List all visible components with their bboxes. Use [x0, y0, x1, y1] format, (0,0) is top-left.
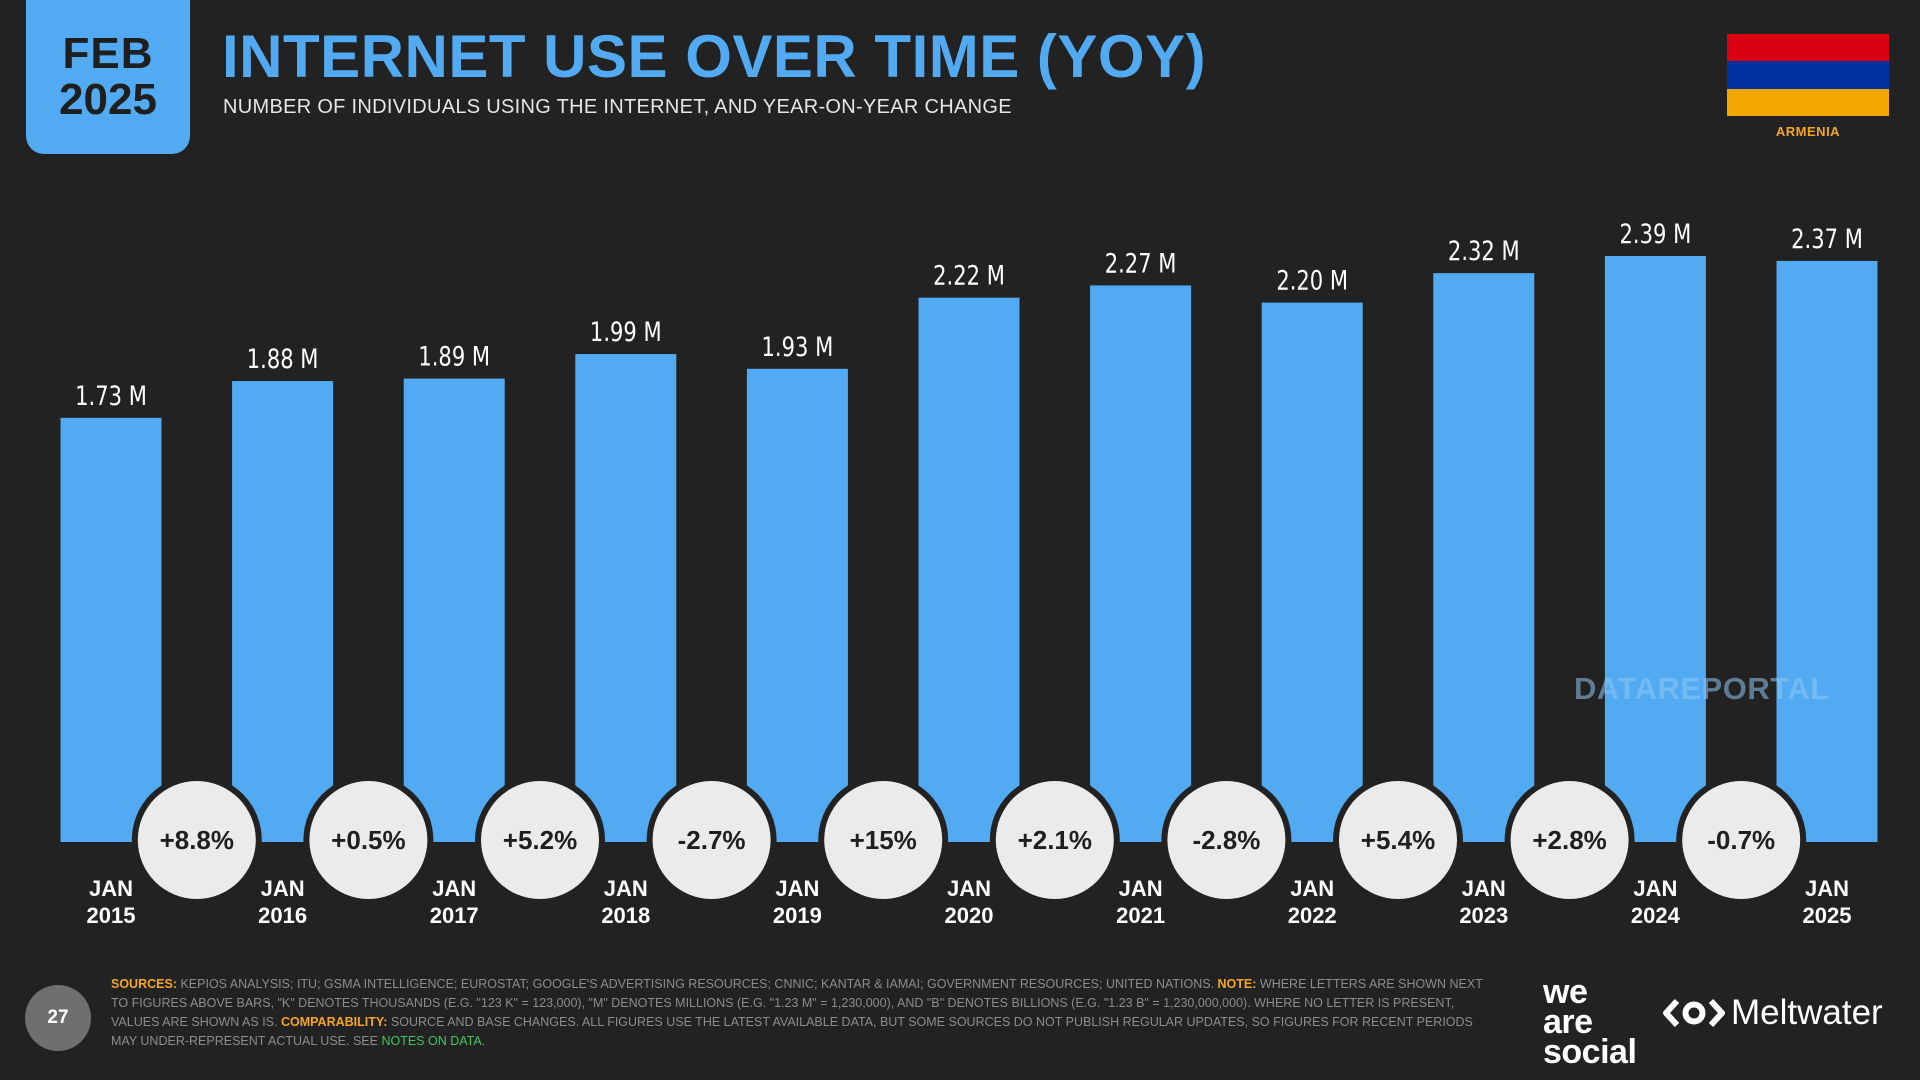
bar-2024 — [1604, 256, 1706, 842]
bar-2022 — [1261, 302, 1363, 842]
yoy-change-label: +0.5% — [331, 825, 405, 855]
x-label-month-2019: JAN — [775, 876, 819, 901]
yoy-change-label: -2.7% — [678, 825, 746, 855]
value-label-2021: 2.27 M — [1105, 248, 1177, 279]
value-label-2020: 2.22 M — [933, 260, 1005, 291]
note-text: WHERE LETTERS ARE SHOWN NEXT TO FIGURES … — [111, 977, 1483, 1029]
yoy-bubble — [1339, 781, 1457, 899]
x-label-month-2016: JAN — [261, 876, 305, 901]
we-are-social-line-1: we — [1543, 973, 1588, 1011]
bar-2019 — [746, 368, 848, 842]
sources-text: KEPIOS ANALYSIS; ITU; GSMA INTELLIGENCE;… — [176, 977, 1218, 991]
x-label-month-2015: JAN — [89, 876, 133, 901]
x-label-year-2015: 2015 — [87, 903, 136, 928]
yoy-bubble — [481, 781, 599, 899]
yoy-bubble — [1167, 781, 1286, 899]
yoy-change-label: -0.7% — [1707, 825, 1775, 855]
yoy-bubble — [1510, 781, 1629, 899]
bar-2017 — [403, 378, 505, 842]
value-label-2025: 2.37 M — [1791, 223, 1863, 254]
bar-2023 — [1433, 273, 1535, 842]
we-are-social-logo: we are social — [1543, 973, 1637, 1071]
x-label-year-2017: 2017 — [430, 903, 479, 928]
value-label-2022: 2.20 M — [1276, 265, 1348, 296]
note-label: NOTE: — [1217, 977, 1257, 991]
sources-note: SOURCES: KEPIOS ANALYSIS; ITU; GSMA INTE… — [111, 975, 1501, 1051]
x-label-month-2017: JAN — [432, 876, 476, 901]
yoy-bubble — [1682, 781, 1801, 899]
meltwater-logo: Meltwater — [1663, 993, 1883, 1033]
value-label-2024: 2.39 M — [1620, 218, 1692, 249]
yoy-bubble — [137, 781, 256, 899]
yoy-bubble — [652, 781, 771, 899]
badge-month: FEB — [62, 29, 154, 78]
value-label-2023: 2.32 M — [1448, 236, 1520, 267]
x-label-year-2024: 2024 — [1631, 903, 1681, 928]
value-label-2015: 1.73 M — [75, 380, 147, 411]
yoy-change-label: +2.8% — [1532, 825, 1606, 855]
value-label-2018: 1.99 M — [590, 317, 662, 348]
sources-label: SOURCES: — [111, 977, 177, 991]
datareportal-watermark: DATAREPORTAL — [1574, 671, 1830, 706]
value-label-2017: 1.89 M — [418, 341, 490, 372]
bar-2018 — [575, 354, 677, 842]
yoy-bubble — [309, 781, 428, 899]
comparability-text: SOURCE AND BASE CHANGES. ALL FIGURES USE… — [111, 1015, 1473, 1048]
x-label-year-2018: 2018 — [601, 903, 650, 928]
x-label-year-2023: 2023 — [1459, 903, 1508, 928]
value-label-2019: 1.93 M — [762, 331, 834, 362]
yoy-change-label: +8.8% — [160, 825, 234, 855]
value-label-2016: 1.88 M — [247, 344, 319, 375]
we-are-social-line-2: are — [1543, 1002, 1593, 1041]
comparability-label: COMPARABILITY: — [280, 1015, 388, 1029]
meltwater-wordmark: Meltwater — [1731, 993, 1883, 1032]
notes-suffix: . — [481, 1034, 486, 1048]
x-label-month-2023: JAN — [1462, 876, 1506, 901]
x-label-year-2019: 2019 — [773, 903, 822, 928]
armenia-flag-icon — [1727, 34, 1889, 116]
x-label-month-2022: JAN — [1290, 876, 1334, 901]
flag-stripe-orange — [1727, 88, 1889, 116]
notes-on-data-link[interactable]: NOTES ON DATA — [381, 1034, 482, 1048]
yoy-change-label: +5.4% — [1361, 825, 1435, 855]
meltwater-icon — [1663, 998, 1725, 1028]
we-are-social-line-3: social — [1543, 1032, 1637, 1071]
date-badge: FEB 2025 — [26, 0, 190, 154]
x-label-month-2021: JAN — [1119, 876, 1163, 901]
x-label-year-2020: 2020 — [945, 903, 994, 928]
page-subtitle: NUMBER OF INDIVIDUALS USING THE INTERNET… — [223, 96, 1012, 118]
bar-2025 — [1776, 260, 1878, 842]
x-label-year-2025: 2025 — [1803, 903, 1852, 928]
yoy-change-label: +15% — [850, 825, 917, 855]
flag-label: ARMENIA — [1775, 124, 1841, 139]
x-label-month-2024: JAN — [1633, 876, 1677, 901]
yoy-change-label: -2.8% — [1192, 825, 1260, 855]
x-label-month-2020: JAN — [947, 876, 991, 901]
yoy-bubble — [995, 781, 1114, 899]
x-label-year-2016: 2016 — [258, 903, 307, 928]
x-label-month-2025: JAN — [1805, 876, 1849, 901]
bar-2015 — [60, 417, 162, 842]
bar-2020 — [918, 297, 1020, 842]
yoy-bubble — [824, 781, 943, 899]
page-title: INTERNET USE OVER TIME (YOY) — [222, 23, 1207, 90]
yoy-change-label: +2.1% — [1018, 825, 1092, 855]
x-label-year-2021: 2021 — [1116, 903, 1165, 928]
flag-stripe-red — [1727, 34, 1889, 62]
flag-stripe-blue — [1727, 61, 1889, 89]
x-label-month-2018: JAN — [604, 876, 648, 901]
bar-2021 — [1090, 285, 1192, 842]
page-number: 27 — [25, 985, 91, 1051]
bar-2016 — [232, 381, 334, 842]
badge-year: 2025 — [59, 75, 157, 124]
x-label-year-2022: 2022 — [1288, 903, 1337, 928]
yoy-change-label: +5.2% — [503, 825, 577, 855]
